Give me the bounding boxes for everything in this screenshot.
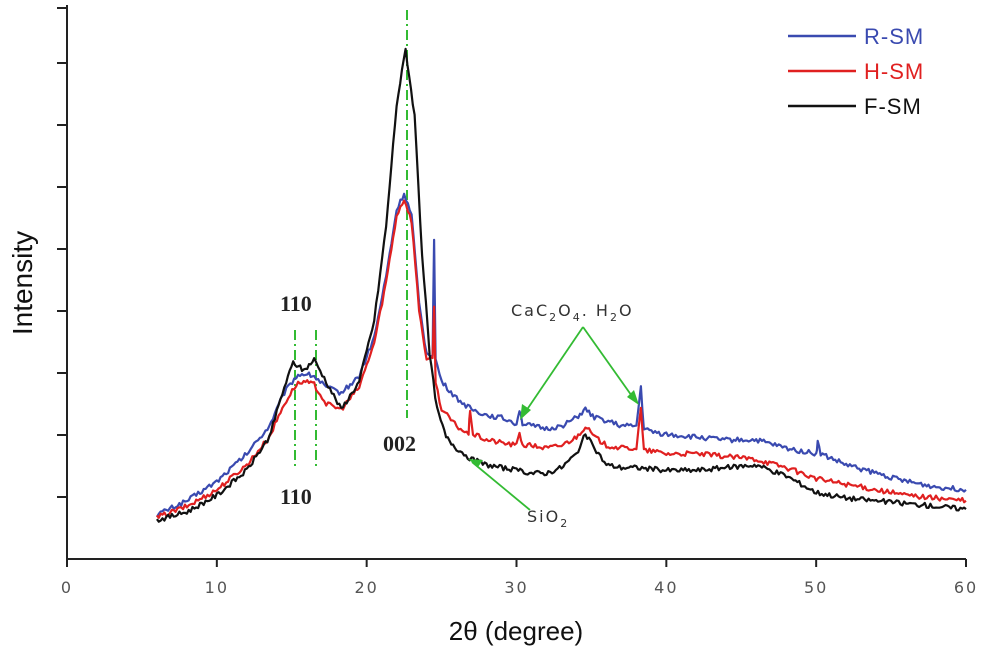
caox-sub-3: 2 xyxy=(610,311,619,324)
x-tick-label-40: 40 xyxy=(654,578,678,597)
arrow-caox-left xyxy=(523,326,584,415)
x-tick-label-60: 60 xyxy=(954,578,978,597)
legend-label-f-sm: F-SM xyxy=(864,94,922,119)
label-110-top: 110 xyxy=(280,291,312,316)
peak-guides xyxy=(294,10,408,470)
sio2-sub: 2 xyxy=(560,517,569,530)
arrow-caox-right xyxy=(582,326,635,400)
x-tick-label-20: 20 xyxy=(354,578,378,597)
x-ticks: 0 10 20 30 40 50 60 xyxy=(61,559,978,597)
axes xyxy=(66,5,966,560)
arrowhead-sio2 xyxy=(468,459,483,467)
label-110-bottom: 110 xyxy=(280,484,312,509)
y-ticks xyxy=(57,7,67,498)
x-tick-label-30: 30 xyxy=(504,578,528,597)
x-axis-title: 2θ (degree) xyxy=(449,616,583,646)
caox-part-1: CaC xyxy=(511,301,549,320)
sio2-base: SiO xyxy=(527,507,560,526)
arrow-heads xyxy=(468,390,639,467)
caox-part-2: O xyxy=(558,301,573,320)
arrowhead-caox-right xyxy=(627,390,639,405)
label-caox: CaC2O4. H2O xyxy=(511,301,634,324)
y-axis-title: Intensity xyxy=(7,231,38,335)
caox-part-3: . H xyxy=(582,301,610,320)
series-f-sm-line xyxy=(156,47,967,523)
x-tick-label-50: 50 xyxy=(804,578,828,597)
series-layer xyxy=(155,47,967,523)
label-sio2: SiO2 xyxy=(527,507,569,530)
caox-part-4: O xyxy=(619,301,634,320)
arrowhead-caox-left xyxy=(520,404,531,420)
series-h-sm-line xyxy=(156,199,967,519)
series-r-sm-line xyxy=(155,192,967,518)
annotation-arrows xyxy=(471,326,635,511)
arrow-sio2 xyxy=(471,461,531,511)
x-tick-label-0: 0 xyxy=(61,578,73,597)
legend-label-h-sm: H-SM xyxy=(864,59,924,84)
legend: R-SM H-SM F-SM xyxy=(788,24,924,119)
caox-sub-1: 2 xyxy=(549,311,558,324)
caox-sub-2: 4 xyxy=(573,311,582,324)
label-002: 002 xyxy=(383,431,416,456)
legend-label-r-sm: R-SM xyxy=(864,24,924,49)
x-tick-label-10: 10 xyxy=(205,578,229,597)
